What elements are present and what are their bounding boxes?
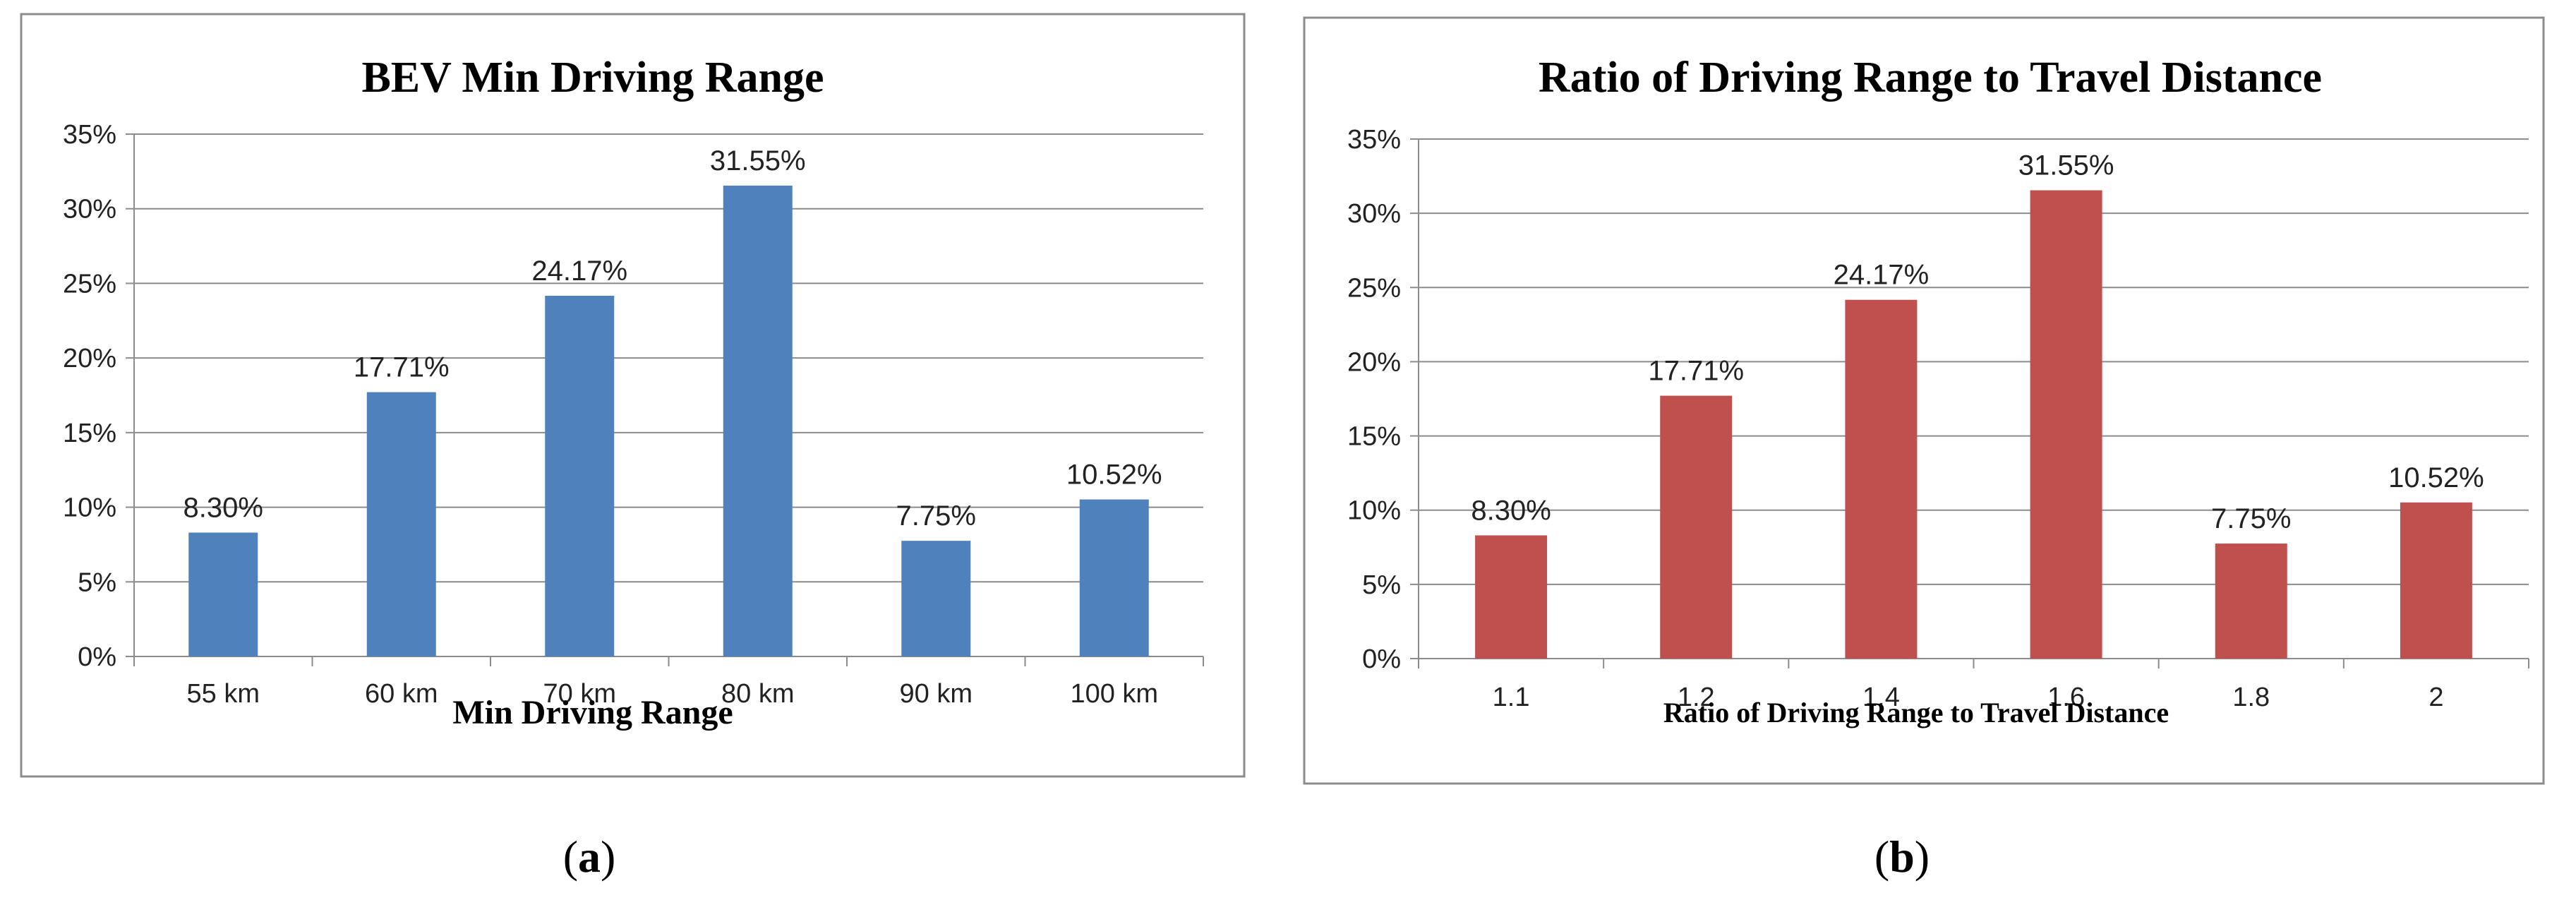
bar-data-label: 10.52% (2388, 462, 2484, 493)
chart-a-bars (188, 185, 1149, 656)
x-tick-label: 90 km (900, 679, 973, 709)
caption-b: (b) (1874, 832, 1930, 882)
x-tick-label: 1.2 (1678, 683, 1715, 712)
bar-data-label: 24.17% (531, 256, 627, 287)
y-tick-label: 10% (1347, 496, 1401, 526)
chart-a-frame (20, 13, 1246, 778)
bar-data-label: 24.17% (1834, 260, 1930, 291)
chart-b-frame (1303, 16, 2545, 785)
y-tick-label: 25% (1347, 273, 1401, 303)
bar (188, 532, 258, 656)
bar (366, 392, 436, 656)
chart-b-x-ticks: 1.1 1.2 1.4 1.6 1.8 2 (1418, 659, 2529, 712)
y-tick-label: 30% (63, 195, 116, 224)
chart-b-title: Ratio of Driving Range to Travel Distanc… (1539, 54, 2322, 102)
x-tick-label: 70 km (543, 679, 616, 709)
bar-data-label: 8.30% (1471, 495, 1551, 526)
y-tick-label: 0% (1362, 644, 1401, 674)
y-tick-label: 15% (63, 419, 116, 448)
x-tick-label: 1.8 (2232, 683, 2270, 712)
y-tick-label: 20% (1347, 347, 1401, 377)
chart-a-x-axis-label: Min Driving Range (452, 694, 733, 731)
chart-a-y-ticks: 0% 5% 10% 15% 20% 25% 30% 35% (63, 120, 134, 672)
chart-b-bars (1475, 190, 2472, 659)
y-tick-label: 35% (1347, 125, 1401, 155)
chart-a-data-labels: 8.30% 17.71% 24.17% 31.55% 7.75% 10.52% (183, 145, 1162, 532)
x-tick-label: 1.6 (2047, 683, 2085, 712)
x-tick-label: 55 km (187, 679, 260, 709)
bar (1475, 535, 1548, 659)
x-tick-label: 1.1 (1493, 683, 1530, 712)
y-tick-label: 20% (63, 344, 116, 373)
bar-data-label: 8.30% (183, 493, 263, 524)
x-tick-label: 2 (2428, 683, 2443, 712)
bar-data-label: 17.71% (1648, 356, 1744, 387)
chart-panel-b: Ratio of Driving Range to Travel Distanc… (1288, 0, 2576, 900)
bar (901, 541, 971, 656)
bar-data-label: 7.75% (2211, 503, 2291, 534)
bar-data-label: 7.75% (896, 500, 976, 532)
caption-a-letter: a (578, 832, 601, 882)
x-tick-label: 80 km (721, 679, 794, 709)
y-tick-label: 5% (78, 568, 116, 597)
chart-b-svg: Ratio of Driving Range to Travel Distanc… (1303, 16, 2545, 882)
caption-a: (a) (563, 832, 616, 882)
bar (1079, 499, 1149, 656)
chart-a-gridlines (133, 133, 1203, 657)
bar (2215, 544, 2287, 659)
caption-b-letter: b (1889, 832, 1915, 882)
y-tick-label: 35% (63, 120, 116, 150)
chart-a-svg: BEV Min Driving Range 0% 5% 10% 15% 20% 25% 30… (20, 13, 1246, 882)
bar (545, 295, 615, 656)
bar-data-label: 31.55% (2018, 150, 2114, 181)
y-tick-label: 30% (1347, 199, 1401, 229)
y-tick-label: 25% (63, 269, 116, 299)
bar-data-label: 31.55% (710, 145, 806, 176)
chart-b-y-ticks: 0% 5% 10% 15% 20% 25% 30% 35% (1347, 125, 1419, 674)
chart-a-x-ticks: 55 km 60 km 70 km 80 km 90 km 100 km (133, 656, 1204, 709)
x-tick-label: 1.4 (1862, 683, 1900, 712)
bar (2400, 502, 2472, 659)
x-tick-label: 100 km (1070, 679, 1158, 709)
x-tick-label: 60 km (365, 679, 438, 709)
bar (723, 185, 793, 656)
bar-data-label: 17.71% (354, 352, 450, 383)
y-tick-label: 15% (1347, 422, 1401, 452)
y-tick-label: 0% (78, 642, 116, 672)
chart-b-x-axis-label: Ratio of Driving Range to Travel Distanc… (1663, 697, 2169, 728)
bar (1845, 299, 1918, 659)
bar (2030, 190, 2102, 659)
chart-panel-a: BEV Min Driving Range 0% 5% 10% 15% 20% 25% 30… (20, 13, 1246, 882)
chart-a-title: BEV Min Driving Range (361, 54, 824, 102)
y-tick-label: 10% (63, 493, 116, 523)
bar (1660, 395, 1733, 659)
y-tick-label: 5% (1362, 570, 1401, 600)
chart-b-data-labels: 8.30% 17.71% 24.17% 31.55% 7.75% 10.52% (1471, 150, 2484, 534)
bar-data-label: 10.52% (1066, 460, 1162, 491)
